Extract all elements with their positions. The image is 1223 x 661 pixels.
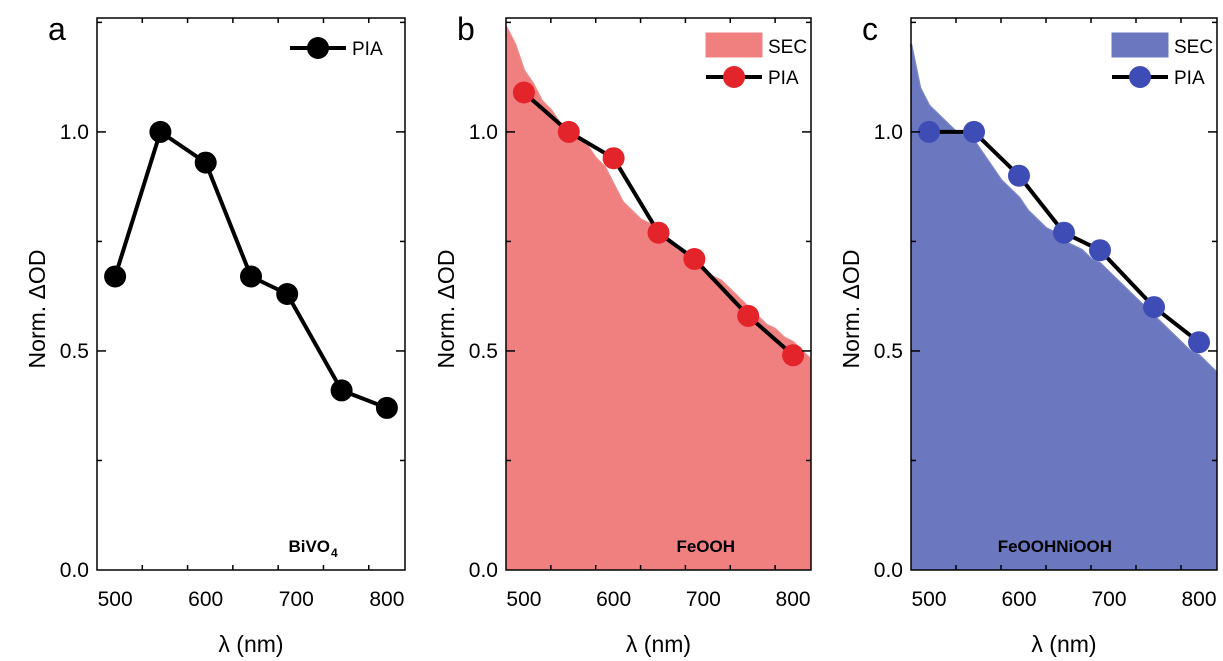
y-axis-title: Norm. ΔOD (24, 250, 50, 369)
legend-label: SEC (768, 37, 807, 58)
x-axis-title: λ (nm) (1031, 631, 1096, 657)
x-tick-label: 800 (1181, 588, 1216, 611)
pia-data-point (1008, 164, 1030, 187)
pia-data-point (737, 304, 760, 327)
plot-frame (910, 17, 1218, 571)
legend-label: PIA (352, 39, 383, 60)
plot-frame (505, 17, 812, 571)
pia-data-point (194, 151, 217, 174)
x-tick-label: 500 (98, 588, 133, 611)
pia-data-point (782, 344, 805, 367)
y-tick-label: 0.0 (469, 559, 498, 582)
y-tick-label: 1.0 (469, 121, 498, 144)
panel-b: 500 600 700 800 0.0 0.5 1.0 λ (nm) Norm. ΔOD b FeO… (433, 11, 812, 657)
x-tick-label: 600 (188, 588, 223, 611)
pia-data-point (104, 265, 127, 288)
pia-data-point (683, 248, 706, 270)
sample-label-subscript: 4 (331, 546, 338, 560)
x-tick-label: 700 (279, 588, 314, 611)
pia-data-point (602, 147, 625, 170)
sample-label: FeOOH (676, 537, 735, 556)
legend-label: PIA (768, 68, 799, 89)
pia-data-point (1089, 239, 1111, 262)
legend-label: PIA (1174, 68, 1205, 89)
y-tick-label: 1.0 (874, 121, 903, 144)
sample-label: BiVO (288, 537, 330, 556)
pia-data-point (557, 120, 580, 143)
pia-data-point (276, 283, 299, 305)
y-tick-label: 0.5 (469, 340, 498, 363)
panel-letter: a (48, 11, 66, 47)
pia-data-point (149, 120, 172, 143)
legend-swatch-marker (1129, 66, 1151, 88)
plot-frame (96, 17, 406, 571)
legend-swatch-sec (705, 32, 763, 58)
panel-letter: b (457, 11, 475, 47)
x-tick-label: 600 (1001, 588, 1036, 611)
pia-data-point (512, 81, 535, 104)
x-tick-label: 700 (686, 588, 721, 611)
x-axis-title: λ (nm) (218, 631, 283, 657)
x-tick-label: 800 (776, 588, 811, 611)
pia-data-point (1053, 221, 1075, 244)
x-tick-label: 800 (369, 588, 404, 611)
x-tick-label: 600 (596, 588, 631, 611)
y-axis-title: Norm. ΔOD (838, 250, 864, 369)
legend-swatch-sec (1111, 32, 1169, 58)
x-tick-label: 500 (506, 588, 541, 611)
pia-data-point (647, 221, 670, 244)
pia-data-point (375, 396, 398, 419)
panel-letter: c (862, 11, 878, 47)
pia-data-point (240, 265, 262, 288)
y-tick-label: 0.5 (60, 340, 89, 363)
pia-data-point (1188, 331, 1210, 354)
legend-label: SEC (1174, 37, 1213, 58)
y-tick-label: 0.0 (874, 559, 903, 582)
panel-c: 500 600 700 800 0.0 0.5 1.0 λ (nm) Norm. ΔOD c FeO… (838, 11, 1218, 657)
pia-data-point (1143, 296, 1165, 319)
y-tick-label: 0.0 (60, 559, 89, 582)
sec-area-series (506, 26, 811, 571)
sample-label: FeOOHNiOOH (998, 537, 1112, 556)
y-tick-label: 0.5 (874, 340, 903, 363)
pia-data-point (963, 120, 985, 143)
pia-data-point (918, 120, 940, 143)
y-axis-title: Norm. ΔOD (433, 250, 459, 369)
sec-area-series (911, 44, 1217, 571)
legend-swatch-marker (307, 37, 329, 59)
pia-data-point (330, 379, 353, 402)
x-tick-label: 500 (911, 588, 946, 611)
x-tick-label: 700 (1091, 588, 1126, 611)
y-tick-label: 1.0 (60, 121, 89, 144)
panel-a: 500 600 700 800 0.0 0.5 1.0 λ (nm) Norm. ΔOD a BiV… (24, 11, 406, 657)
x-axis-title: λ (nm) (626, 631, 691, 657)
legend-swatch-marker (723, 66, 745, 88)
